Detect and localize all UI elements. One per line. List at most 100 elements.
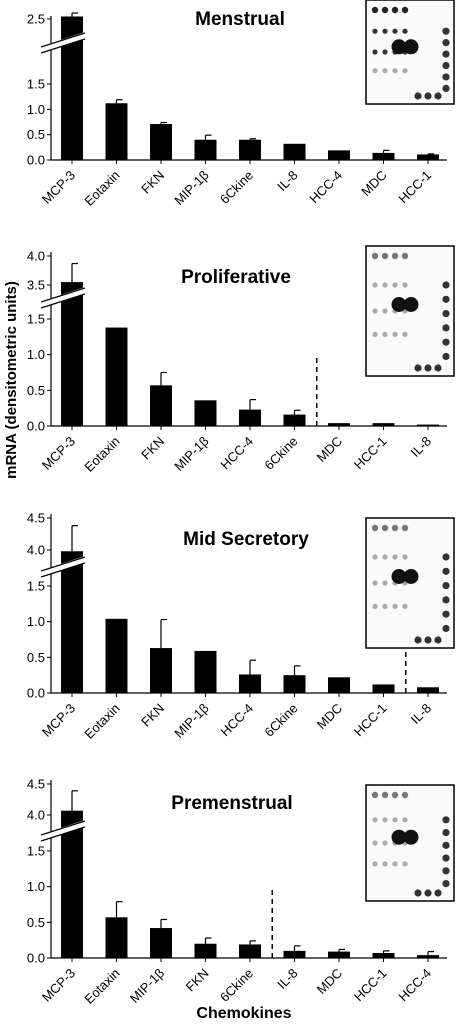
y-tick-label: 1.5 [27, 844, 45, 859]
blot-spot [372, 817, 378, 823]
y-tick-label: 4.0 [27, 808, 45, 823]
blot-spot-strong [391, 569, 407, 584]
bar-FKN [194, 943, 217, 958]
blot-spot [401, 524, 409, 532]
blot-spot [381, 791, 389, 799]
x-tick-label: MDC [314, 434, 346, 466]
blot-spot [392, 603, 398, 610]
blot-spot [382, 603, 388, 610]
x-tick-label: Eotaxin [81, 701, 122, 742]
axis-break-mark [40, 38, 86, 54]
blot-spot [442, 73, 450, 81]
y-tick-label: 1.5 [27, 312, 45, 327]
x-tick-label: MCP-3 [39, 966, 78, 1005]
blot-spot [392, 68, 398, 74]
chart-title: Mid Secretory [183, 529, 309, 550]
bar-6Ckine [239, 944, 261, 958]
y-tick-label: 0.0 [27, 153, 45, 168]
blot-spot [372, 331, 378, 337]
blot-spot [442, 324, 450, 332]
bar-IL-8 [417, 424, 439, 426]
x-tick-label: HCC-1 [351, 434, 390, 473]
blot-spot [371, 791, 379, 799]
blot-spot [402, 861, 408, 867]
blot-spot [382, 580, 388, 586]
blot-spot [442, 352, 450, 361]
x-tick-label: 6Ckine [261, 434, 300, 473]
blot-spot [434, 92, 442, 100]
x-tick-label: Eotaxin [81, 434, 122, 475]
blot-spot [401, 791, 409, 799]
blot-spot [414, 92, 422, 100]
blot-spot [382, 840, 388, 846]
bar-MDC [328, 951, 350, 958]
blot-spot-strong [391, 829, 407, 845]
x-tick-label: MCP-3 [39, 434, 78, 473]
x-tick-label: HCC-4 [306, 168, 345, 207]
bar-Eotaxin [105, 103, 128, 160]
x-tick-label: MIP-1β [171, 701, 211, 741]
blot-spot [442, 61, 450, 70]
bar-Eotaxin [105, 917, 128, 958]
y-tick-label: 0.5 [27, 650, 45, 665]
blot-spot [434, 636, 442, 644]
blot-spot [372, 282, 378, 288]
axis-break-mark [40, 32, 86, 48]
x-tick-label: IL-8 [408, 701, 434, 727]
chart-panel-1: Proliferative 0.0 0.5 1.0 1.5 3.5 4.0 MCP-3 Eota… [27, 245, 455, 475]
blot-spot-strong [403, 569, 419, 584]
x-tick-label: MDC [358, 168, 390, 200]
blot-spot [401, 252, 409, 260]
bar-IL-8 [417, 687, 439, 693]
x-tick-label: HCC-4 [217, 434, 256, 473]
blot-spot [372, 554, 378, 560]
blot-spot [442, 27, 450, 35]
y-tick-label: 0.0 [27, 419, 45, 434]
bar-MDC [328, 677, 350, 693]
bar-MCP-3 [61, 810, 83, 958]
blot-spot [382, 817, 388, 823]
blot-spot [402, 817, 408, 823]
bar-HCC-4 [239, 409, 261, 426]
blot-spot [382, 861, 388, 867]
bar-6Ckine [239, 139, 261, 160]
bar-MDC [328, 423, 350, 426]
blot-spot [442, 816, 450, 824]
y-tick-label: 1.0 [27, 347, 45, 362]
blot-spot [442, 281, 450, 289]
blot-spot [442, 828, 450, 837]
blot-spot [402, 603, 408, 610]
y-tick-label: 0.0 [27, 951, 45, 966]
blot-spot [381, 524, 389, 532]
blot-spot [381, 6, 389, 14]
blot-spot [372, 28, 378, 34]
x-tick-label: 6Ckine [217, 966, 256, 1005]
bar-IL-8 [283, 143, 306, 160]
x-tick-label: MDC [314, 966, 346, 998]
blot-spot-strong [391, 39, 407, 55]
blot-spot [434, 889, 442, 897]
bar-6Ckine [283, 414, 306, 426]
blot-spot [442, 880, 450, 888]
bar-FKN [150, 385, 172, 426]
x-tick-label: HCC-1 [351, 966, 390, 1005]
chart-title: Premenstrual [171, 793, 292, 814]
axis-break-mark [40, 287, 86, 303]
blot-spot [402, 554, 408, 560]
y-tick-label: 3.5 [27, 278, 45, 293]
y-tick-label: 1.0 [27, 614, 45, 629]
blot-spot [402, 28, 408, 34]
x-tick-label: MIP-1β [127, 966, 167, 1006]
blot-spot [402, 331, 408, 337]
blot-spot [392, 817, 398, 823]
blot-spot [372, 308, 378, 314]
blot-spot [372, 840, 378, 846]
blot-spot [442, 310, 450, 318]
bar-FKN [150, 124, 172, 160]
y-tick-label: 0.5 [27, 383, 45, 398]
bar-MDC [372, 152, 395, 160]
x-tick-label: FKN [138, 168, 167, 197]
bar-MCP-3 [61, 551, 83, 693]
blot-spot-strong [403, 39, 419, 55]
